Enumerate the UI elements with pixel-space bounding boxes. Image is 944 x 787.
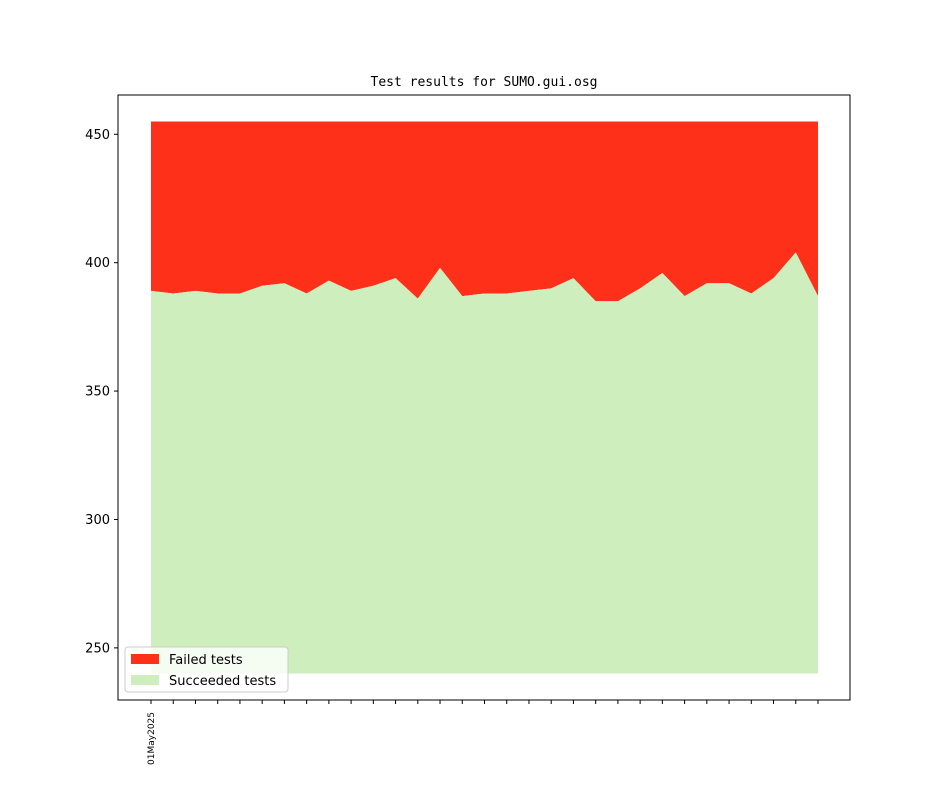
x-tick-label: 01May2025 [147, 712, 157, 765]
axes: 250 300 350 400 450 01May2025 [85, 128, 819, 765]
failed-tests-area [151, 121, 818, 302]
legend-swatch-failed [131, 654, 159, 664]
legend: Failed tests Succeeded tests [124, 646, 289, 693]
y-tick-label: 450 [85, 128, 110, 143]
y-tick-label: 300 [85, 513, 110, 528]
legend-swatch-succeeded [131, 675, 159, 685]
y-tick-label: 400 [85, 256, 110, 271]
chart-title: Test results for SUMO.gui.osg [371, 75, 598, 90]
legend-label-failed: Failed tests [169, 653, 243, 668]
y-tick-label: 350 [85, 385, 110, 400]
succeeded-tests-area [151, 252, 818, 674]
plot-area [151, 121, 818, 674]
legend-box [124, 646, 289, 693]
legend-label-succeeded: Succeeded tests [169, 674, 276, 689]
y-tick-label: 250 [85, 641, 110, 656]
